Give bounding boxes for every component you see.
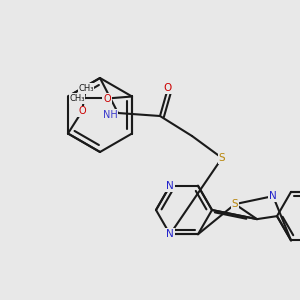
Text: NH: NH [103, 110, 117, 120]
Text: O: O [164, 83, 172, 93]
Text: S: S [232, 199, 238, 209]
Text: N: N [269, 191, 277, 201]
Text: CH₃: CH₃ [69, 94, 85, 103]
Text: O: O [78, 106, 86, 116]
Text: N: N [166, 229, 174, 239]
Text: O: O [103, 94, 111, 103]
Text: N: N [166, 181, 174, 191]
Text: CH₃: CH₃ [78, 84, 94, 93]
Text: S: S [219, 153, 225, 163]
